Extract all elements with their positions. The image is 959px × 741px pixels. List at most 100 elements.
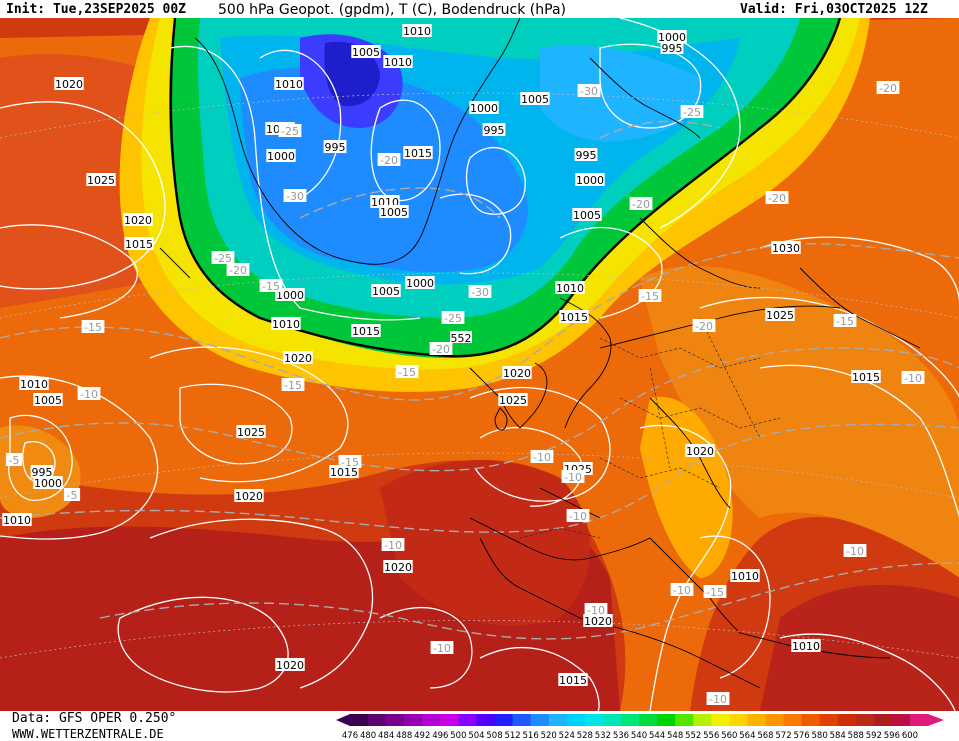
legend-tick-label: 524 — [559, 731, 575, 740]
legend-color-swatch — [548, 714, 568, 726]
temperature-label: -5 — [5, 453, 23, 467]
pressure-label: 1000 — [575, 173, 605, 187]
pressure-label: 1000 — [266, 149, 296, 163]
legend-tick-label: 476 — [342, 731, 358, 740]
pressure-label-text: 1020 — [55, 78, 83, 91]
temperature-label-text: -10 — [384, 539, 402, 552]
temperature-label: -20 — [226, 263, 250, 277]
legend-color-swatch — [693, 714, 712, 726]
temperature-label-text: -25 — [281, 125, 299, 138]
pressure-label: 1020 — [275, 658, 305, 672]
legend-color-swatch — [620, 714, 640, 726]
temperature-label-text: -10 — [587, 604, 605, 617]
pressure-label: 1015 — [559, 310, 589, 324]
temperature-label: -25 — [680, 105, 704, 119]
pressure-label: 1010 — [271, 317, 301, 331]
pressure-label: 1020 — [383, 560, 413, 574]
pressure-label: 1020 — [123, 213, 153, 227]
pressure-label-text: 1010 — [272, 318, 300, 331]
legend-color-swatch — [837, 714, 857, 726]
temperature-label: -30 — [283, 189, 307, 203]
temperature-label: -10 — [566, 509, 590, 523]
legend-color-swatch — [891, 714, 911, 726]
temperature-label-text: -15 — [262, 280, 280, 293]
temperature-label: -10 — [530, 450, 554, 464]
legend-color-swatch — [494, 714, 514, 726]
temperature-label-text: -15 — [398, 366, 416, 379]
temperature-label: -15 — [281, 378, 305, 392]
temperature-label-text: -20 — [768, 192, 786, 205]
temperature-label: -25 — [441, 311, 465, 325]
temperature-label-text: -30 — [580, 85, 598, 98]
temperature-label: -10 — [561, 470, 585, 484]
pressure-label-text: 1020 — [384, 561, 412, 574]
temperature-label-text: -5 — [67, 489, 78, 502]
pressure-label: 1000 — [275, 288, 305, 302]
legend-color-swatch — [747, 714, 766, 726]
data-source-label: Data: GFS OPER 0.250° — [12, 711, 177, 726]
pressure-label: 1020 — [234, 489, 264, 503]
pressure-label-text: 1025 — [87, 174, 115, 187]
legend-tick-label: 580 — [812, 731, 828, 740]
pressure-label-text: 1015 — [852, 371, 880, 384]
geopotential-labels: 552 — [450, 331, 472, 345]
pressure-label-text: 1020 — [686, 445, 714, 458]
temperature-label-text: -10 — [904, 372, 922, 385]
pressure-label: 1015 — [329, 465, 359, 479]
legend-left-arrow — [336, 714, 350, 726]
temperature-label-text: -15 — [284, 379, 302, 392]
legend-tick-label: 512 — [504, 731, 520, 740]
valid-time-label: Valid: Fri,03OCT2025 12Z — [740, 2, 928, 17]
pressure-label-text: 1010 — [275, 78, 303, 91]
temperature-label: -10 — [430, 641, 454, 655]
pressure-label-text: 1010 — [3, 514, 31, 527]
pressure-label: 1020 — [54, 77, 84, 91]
pressure-label-text: 995 — [662, 42, 683, 55]
pressure-label: 1020 — [283, 351, 313, 365]
temperature-label: -10 — [843, 544, 867, 558]
temperature-label-text: -20 — [432, 343, 450, 356]
legend-tick-label: 552 — [685, 731, 701, 740]
pressure-label-text: 1020 — [276, 659, 304, 672]
temperature-label: -20 — [429, 342, 453, 356]
temperature-label-text: -10 — [673, 584, 691, 597]
pressure-label-text: 1020 — [284, 352, 312, 365]
pressure-label-text: 1020 — [124, 214, 152, 227]
pressure-label-text: 1015 — [559, 674, 587, 687]
legend-color-swatch — [873, 714, 893, 726]
pressure-label-text: 1030 — [772, 242, 800, 255]
temperature-label-text: -10 — [433, 642, 451, 655]
legend-tick-label: 488 — [396, 731, 412, 740]
legend-tick-label: 560 — [721, 731, 737, 740]
pressure-label: 1025 — [86, 173, 116, 187]
legend-tick-label: 484 — [378, 731, 394, 740]
legend-color-swatch — [458, 714, 477, 726]
pressure-label: 1025 — [765, 308, 795, 322]
legend-tick-label: 564 — [739, 731, 755, 740]
legend-color-swatch — [729, 714, 748, 726]
temperature-label: -15 — [703, 585, 727, 599]
map-title: 500 hPa Geopot. (gpdm), T (C), Bodendruc… — [218, 2, 566, 18]
temperature-label: -15 — [833, 314, 857, 328]
pressure-label: 1010 — [555, 281, 585, 295]
pressure-label-text: 1005 — [573, 209, 601, 222]
color-legend: 476 480 484 488 492 496 500 504 508 512 516 520 524 5… — [336, 714, 944, 740]
legend-tick-label: 540 — [631, 731, 647, 740]
legend-tick-label: 568 — [757, 731, 773, 740]
pressure-label: 1025 — [236, 425, 266, 439]
legend-color-swatch — [819, 714, 839, 726]
pressure-label: 1015 — [124, 237, 154, 251]
pressure-label: 1020 — [502, 366, 532, 380]
pressure-label: 1000 — [657, 30, 687, 44]
legend-tick-label: 480 — [360, 731, 376, 740]
pressure-label-text: 1010 — [20, 378, 48, 391]
pressure-label-text: 1005 — [34, 394, 62, 407]
legend-color-swatch — [530, 714, 550, 726]
temperature-label: -15 — [338, 455, 362, 469]
legend-color-swatch — [711, 714, 730, 726]
pressure-label-text: 1005 — [372, 285, 400, 298]
pressure-label-text: 1000 — [470, 102, 498, 115]
pressure-label: 1000 — [33, 476, 63, 490]
legend-color-swatch — [855, 714, 875, 726]
